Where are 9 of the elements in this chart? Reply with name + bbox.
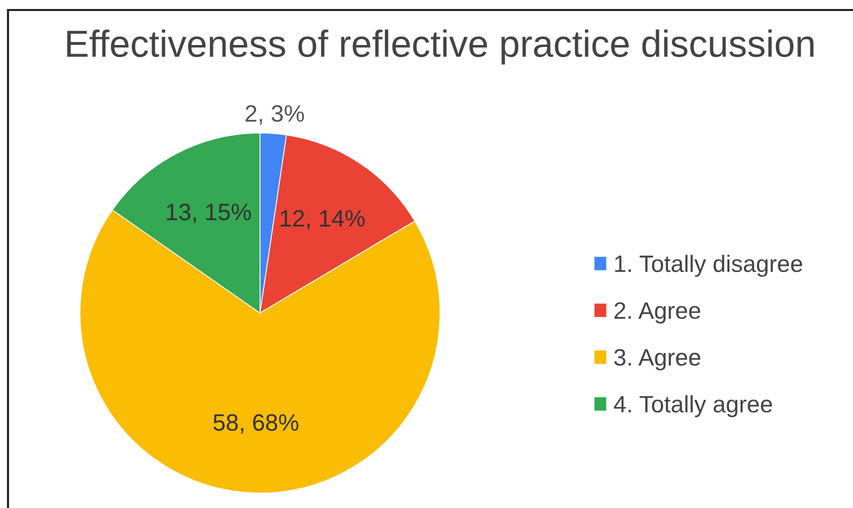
legend-label: 2. Agree bbox=[614, 302, 700, 324]
legend-label: 4. Totally agree bbox=[614, 395, 772, 418]
data-label: 12, 14% bbox=[280, 210, 365, 230]
data-label: 13, 15% bbox=[166, 204, 251, 224]
legend-label: 1. Totally disagree bbox=[615, 254, 802, 277]
chart-title: Effectiveness of reflective practice discussion bbox=[67, 30, 814, 64]
data-label: 58, 68% bbox=[214, 414, 298, 434]
legend-label: 3. Agree bbox=[614, 349, 700, 370]
data-label: 2, 3% bbox=[246, 105, 304, 125]
